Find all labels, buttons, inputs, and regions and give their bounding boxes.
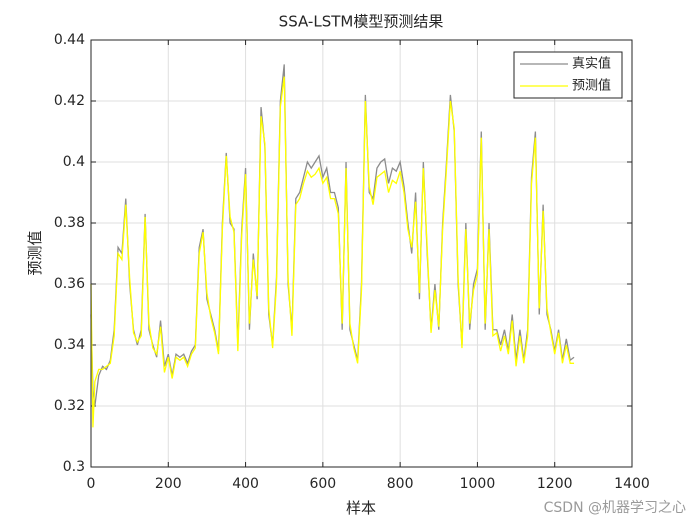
series-line [90,76,575,428]
x-tick-label: 200 [155,476,182,492]
x-tick-label: 0 [87,476,96,492]
x-tick-label: 400 [232,476,259,492]
x-axis-label: 样本 [346,499,376,517]
watermark: CSDN @机器学习之心 [544,500,686,516]
y-tick-label: 0.3 [63,459,85,475]
legend-box [513,51,623,99]
x-tick-label: 1200 [537,476,573,492]
y-tick-label: 0.4 [63,154,85,170]
legend-label: 真实值 [572,56,611,72]
x-tick-label: 600 [309,476,336,492]
y-axis-label: 预测值 [26,230,44,275]
x-tick-label: 800 [387,476,414,492]
x-tick-label: 1400 [614,476,650,492]
y-tick-label: 0.36 [54,276,85,292]
legend-label: 预测值 [572,78,611,94]
y-tick-label: 0.44 [54,32,85,48]
axes-box [90,39,633,468]
y-tick-label: 0.34 [54,337,85,353]
x-tick-label: 1000 [460,476,496,492]
y-tick-label: 0.42 [54,93,85,109]
y-tick-label: 0.38 [54,215,85,231]
chart-title: SSA-LSTM模型预测结果 [279,13,444,31]
y-tick-label: 0.32 [54,398,85,414]
